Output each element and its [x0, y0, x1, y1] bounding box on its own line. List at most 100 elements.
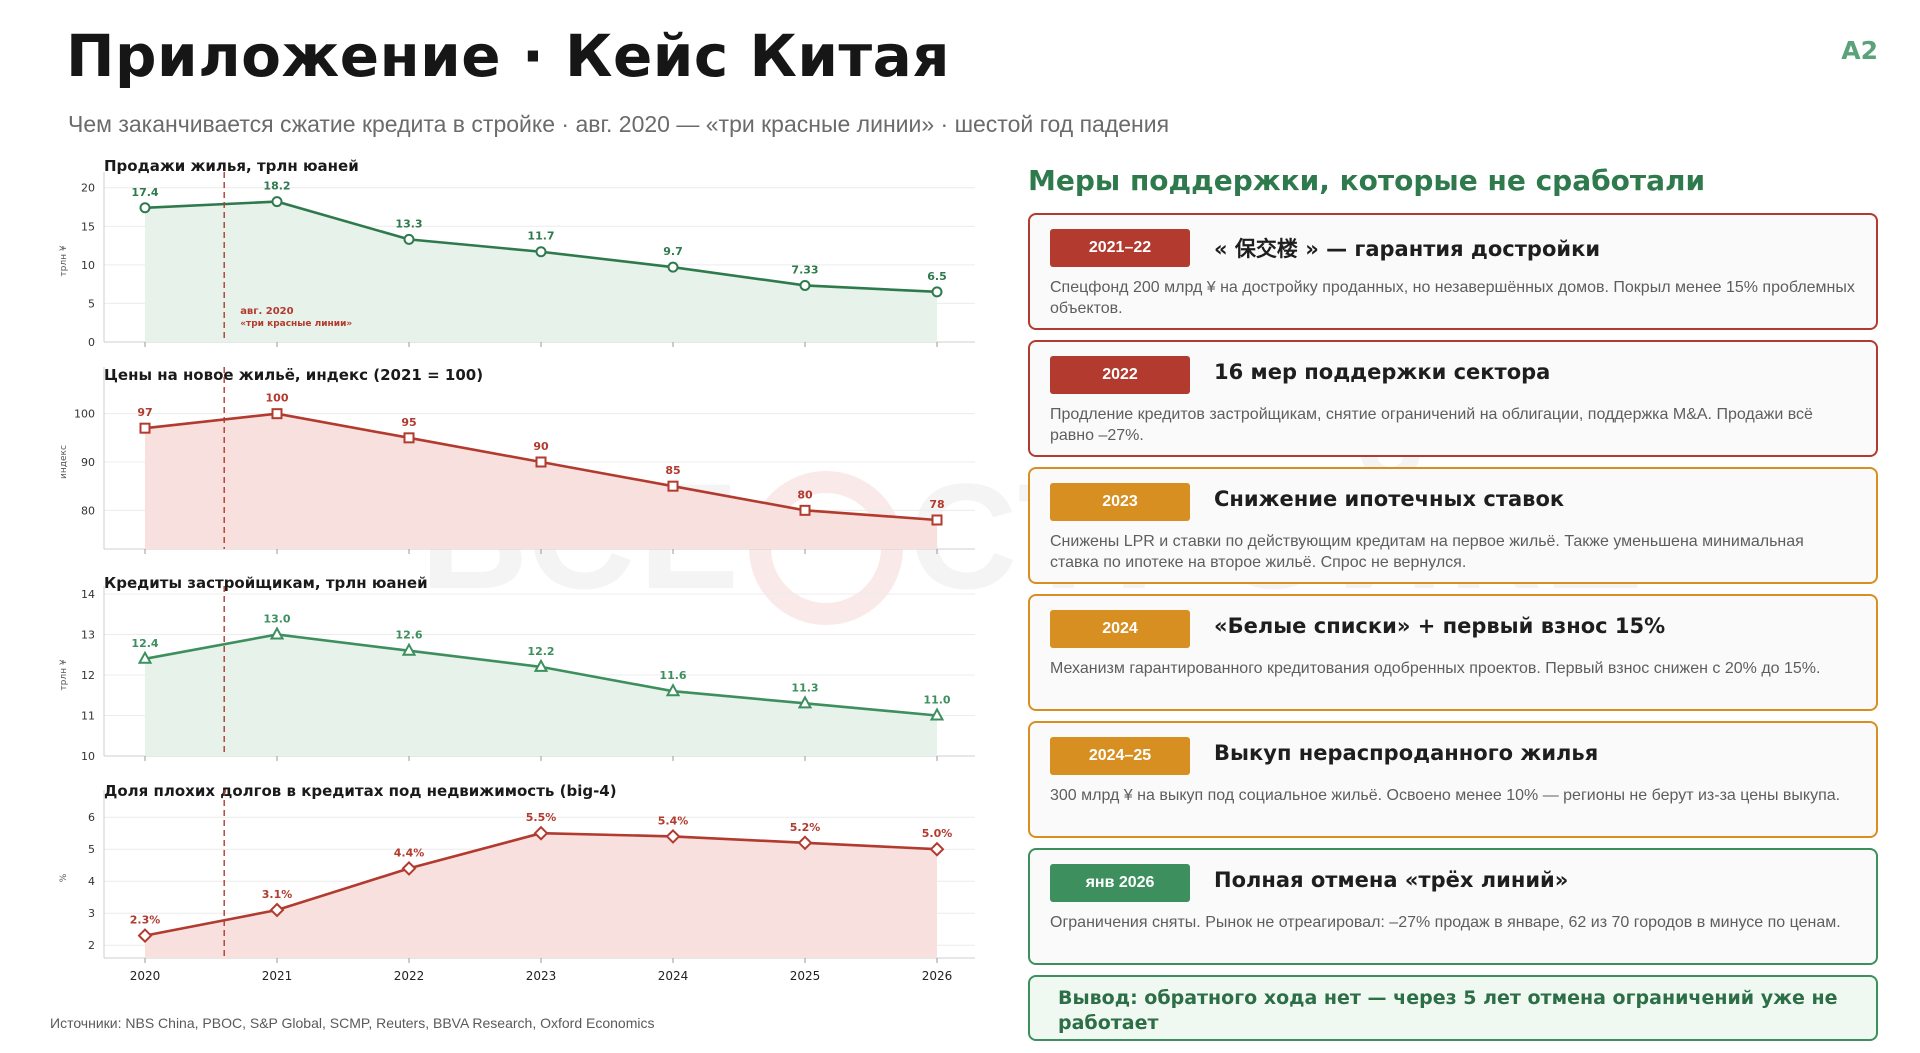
data-point [535, 246, 547, 258]
measure-description: Снижены LPR и ставки по действующим кред… [1050, 533, 1804, 571]
chart-title: Продажи жилья, трлн юаней [104, 157, 359, 175]
x-tick-label: 2026 [922, 969, 953, 983]
data-label: 6.5 [927, 270, 947, 283]
data-label: 78 [929, 498, 944, 511]
measure-period-tag: 2021–22 [1050, 229, 1190, 267]
data-label: 80 [797, 488, 813, 501]
y-tick-label: 13 [81, 629, 95, 642]
measure-card: 2024–25 Выкуп нераспроданного жилья 300 мл… [1028, 721, 1878, 838]
page-title: Приложение · Кейс Китая [66, 22, 951, 90]
data-point [799, 279, 811, 291]
data-point [137, 928, 153, 944]
data-label: 13.0 [263, 613, 290, 626]
sources-note: Источники: NBS China, PBOC, S&P Global, … [50, 1015, 655, 1031]
y-tick-label: 3 [88, 907, 95, 920]
measure-description: 300 млрд ¥ на выкуп под социальное жильё… [1050, 787, 1841, 804]
data-label: 9.7 [663, 245, 683, 258]
measure-description: Продление кредитов застройщикам, снятие … [1050, 406, 1813, 444]
data-label: 5.5% [526, 811, 557, 824]
measure-description: Механизм гарантированного кредитования о… [1050, 660, 1821, 677]
data-point [271, 196, 283, 208]
data-point [665, 683, 681, 697]
measure-period-tag: 2024–25 [1050, 737, 1190, 775]
measure-title: Полная отмена «трёх линий» [1214, 868, 1569, 892]
y-tick-label: 90 [81, 456, 95, 469]
slide-code: A2 [1841, 36, 1878, 65]
x-tick-label: 2020 [130, 969, 161, 983]
y-tick-label: 6 [88, 811, 95, 824]
x-tick-label: 2025 [790, 969, 821, 983]
measure-period-tag: 2022 [1050, 356, 1190, 394]
x-tick-label: 2023 [526, 969, 557, 983]
data-label: 95 [401, 416, 416, 429]
y-axis-label: трлн ¥ [59, 659, 69, 690]
data-point [401, 860, 417, 876]
data-label: 11.3 [791, 681, 818, 694]
data-point [403, 432, 415, 444]
data-point [797, 695, 813, 709]
data-point [931, 286, 943, 298]
data-label: 97 [137, 406, 152, 419]
data-point [139, 202, 151, 214]
data-label: 5.2% [790, 821, 821, 834]
data-label: 5.0% [922, 827, 953, 840]
series-area [145, 413, 937, 549]
measure-title: «Белые списки» + первый взнос 15% [1214, 614, 1666, 638]
measure-period-tag: 2023 [1050, 483, 1190, 521]
y-tick-label: 2 [88, 939, 95, 952]
data-point [533, 658, 549, 672]
measure-period-tag: 2024 [1050, 610, 1190, 648]
data-point [403, 233, 415, 245]
data-point [401, 642, 417, 656]
event-label: авг. 2020 [240, 306, 293, 317]
measure-card: 2021–22 « 保交楼 » — гарантия достройки Спецф… [1028, 213, 1878, 330]
data-label: 5.4% [658, 814, 689, 827]
y-tick-label: 4 [88, 875, 95, 888]
y-tick-label: 80 [81, 504, 95, 517]
chart-title: Цены на новое жильё, индекс (2021 = 100) [104, 366, 483, 384]
data-point [269, 626, 285, 640]
data-label: 4.4% [394, 846, 425, 859]
conclusion-box: Вывод: обратного хода нет — через 5 лет … [1028, 975, 1878, 1041]
data-point [271, 408, 283, 420]
measure-title: « 保交楼 » — гарантия достройки [1214, 237, 1601, 261]
data-point [929, 841, 945, 857]
data-label: 11.0 [923, 694, 950, 707]
data-label: 17.4 [131, 186, 158, 199]
x-tick-label: 2024 [658, 969, 689, 983]
data-label: 11.6 [659, 669, 686, 682]
y-axis-label: % [59, 873, 69, 882]
measure-card: янв 2026 Полная отмена «трёх линий» Ограни… [1028, 848, 1878, 965]
data-point [797, 835, 813, 851]
data-label: 13.3 [395, 217, 422, 230]
measure-title: Снижение ипотечных ставок [1214, 487, 1565, 511]
page-subtitle: Чем заканчивается сжатие кредита в строй… [68, 111, 1170, 137]
y-tick-label: 100 [74, 408, 95, 421]
data-label: 3.1% [262, 888, 293, 901]
y-tick-label: 11 [81, 710, 95, 723]
x-tick-label: 2022 [394, 969, 425, 983]
data-label: 11.7 [527, 230, 554, 243]
y-tick-label: 12 [81, 669, 95, 682]
y-tick-label: 0 [88, 336, 95, 349]
data-label: 2.3% [130, 914, 161, 927]
data-label: 100 [266, 392, 289, 405]
measure-period-tag: янв 2026 [1050, 864, 1190, 902]
measure-card: 2022 16 мер поддержки сектора Продление кр… [1028, 340, 1878, 457]
data-point [533, 825, 549, 841]
support-measures-panel: Меры поддержки, которые не сработали 202… [1028, 160, 1878, 1041]
series-area [145, 833, 937, 958]
data-point [667, 261, 679, 273]
data-point [667, 480, 679, 492]
x-tick-label: 2021 [262, 969, 293, 983]
y-tick-label: 14 [81, 588, 95, 601]
y-tick-label: 10 [81, 750, 95, 763]
y-tick-label: 5 [88, 297, 95, 310]
series-area [145, 201, 937, 342]
measure-card: 2024 «Белые списки» + первый взнос 15% Мех… [1028, 594, 1878, 711]
series-area [145, 634, 937, 756]
data-label: 85 [665, 464, 680, 477]
panel-title: Меры поддержки, которые не сработали [1028, 164, 1706, 197]
y-tick-label: 10 [81, 259, 95, 272]
chart-title: Доля плохих долгов в кредитах под недвиж… [104, 782, 617, 800]
